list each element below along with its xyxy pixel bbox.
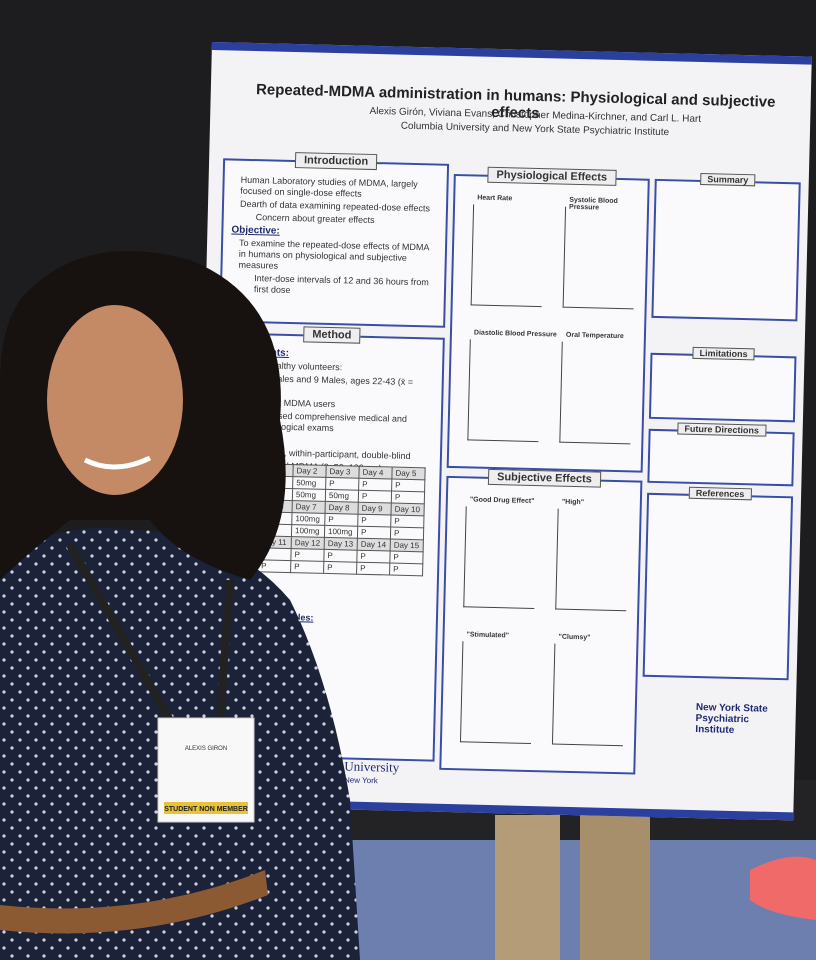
badge-name: ALEXIS GIRON xyxy=(185,746,227,752)
visitor-leg xyxy=(580,815,650,960)
smile xyxy=(83,455,152,470)
face xyxy=(47,305,183,495)
shoe xyxy=(750,856,816,920)
lanyard xyxy=(66,543,234,722)
badge-status: STUDENT NON MEMBER xyxy=(164,806,248,813)
belt xyxy=(0,870,268,934)
badge-strip xyxy=(164,802,248,814)
visitor-leg xyxy=(495,815,560,960)
